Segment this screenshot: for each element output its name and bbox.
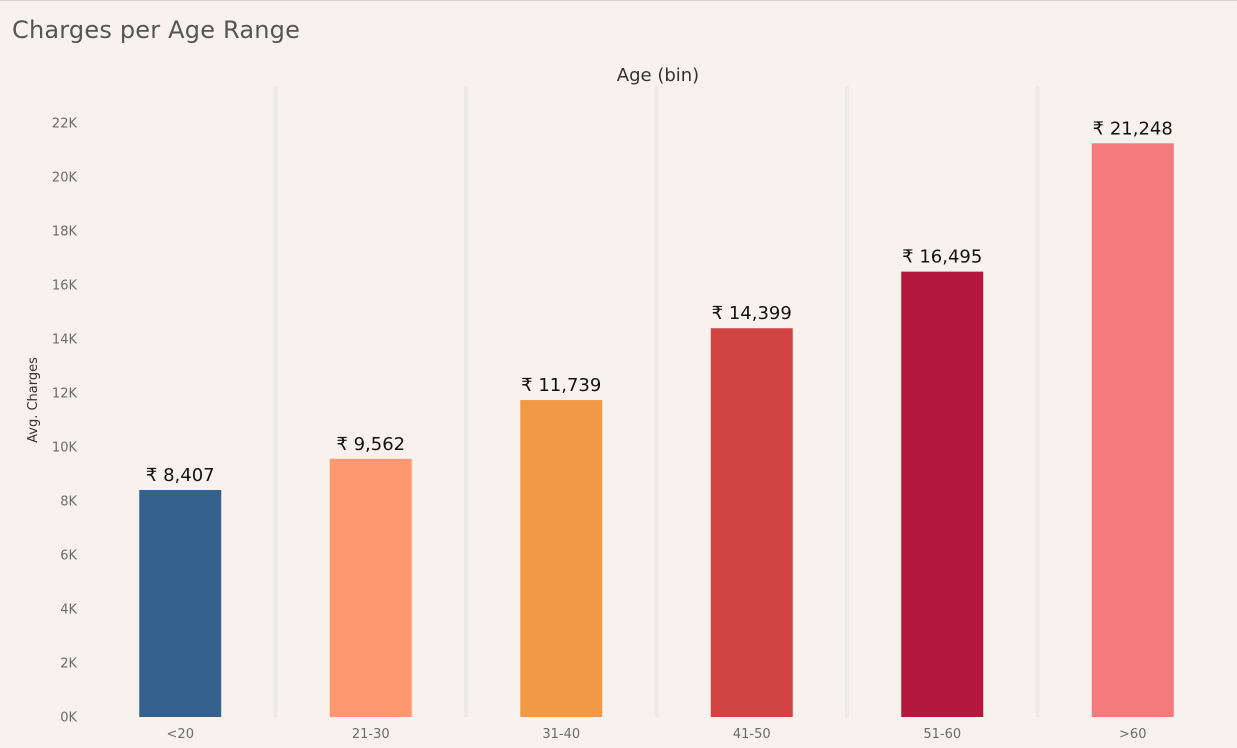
bar[interactable] <box>710 328 793 717</box>
y-tick-label: 16K <box>52 279 78 294</box>
x-tick-label: <20 <box>167 727 194 742</box>
bar-value-label: ₹ 14,399 <box>712 303 792 324</box>
chart-title: Charges per Age Range <box>12 16 301 44</box>
bar-value-label: ₹ 16,495 <box>902 247 982 268</box>
bar-value-label: ₹ 21,248 <box>1093 118 1173 139</box>
x-tick-label: >60 <box>1119 727 1146 742</box>
y-tick-label: 22K <box>52 117 78 132</box>
bar-value-labels: ₹ 8,407 ₹ 9,562 ₹ 11,739 ₹ 14,399 ₹ 16,495 ₹ … <box>146 118 1173 486</box>
x-axis-title: Age (bin) <box>617 65 699 86</box>
y-tick-label: 20K <box>52 171 78 186</box>
x-tick-label: 21-30 <box>352 727 390 742</box>
x-tick-label: 41-50 <box>733 727 771 742</box>
y-tick-label: 18K <box>52 225 78 240</box>
bars <box>139 143 1174 717</box>
y-tick-label: 0K <box>60 711 77 726</box>
bar[interactable] <box>329 458 412 717</box>
top-divider <box>0 0 1237 1</box>
bar[interactable] <box>1091 143 1174 717</box>
y-tick-label: 8K <box>60 495 77 510</box>
bar[interactable] <box>901 271 984 717</box>
y-axis: 0K 2K 4K 6K 8K 10K 12K 14K 16K 18K 20K 22K <box>52 117 78 726</box>
bar[interactable] <box>139 490 222 717</box>
bar-value-label: ₹ 11,739 <box>521 375 601 396</box>
bar-value-label: ₹ 8,407 <box>146 465 215 486</box>
y-tick-label: 6K <box>60 549 77 564</box>
y-tick-label: 12K <box>52 387 78 402</box>
y-tick-label: 4K <box>60 603 77 618</box>
x-tick-label: 31-40 <box>542 727 580 742</box>
y-tick-label: 14K <box>52 333 78 348</box>
column-separators <box>273 86 1040 717</box>
y-tick-label: 10K <box>52 441 78 456</box>
x-axis: <20 21-30 31-40 41-50 51-60 >60 <box>167 727 1147 742</box>
bar-value-label: ₹ 9,562 <box>336 434 405 455</box>
y-tick-label: 2K <box>60 657 77 672</box>
y-axis-title: Avg. Charges <box>26 357 41 443</box>
bar[interactable] <box>520 400 603 717</box>
x-tick-label: 51-60 <box>923 727 961 742</box>
